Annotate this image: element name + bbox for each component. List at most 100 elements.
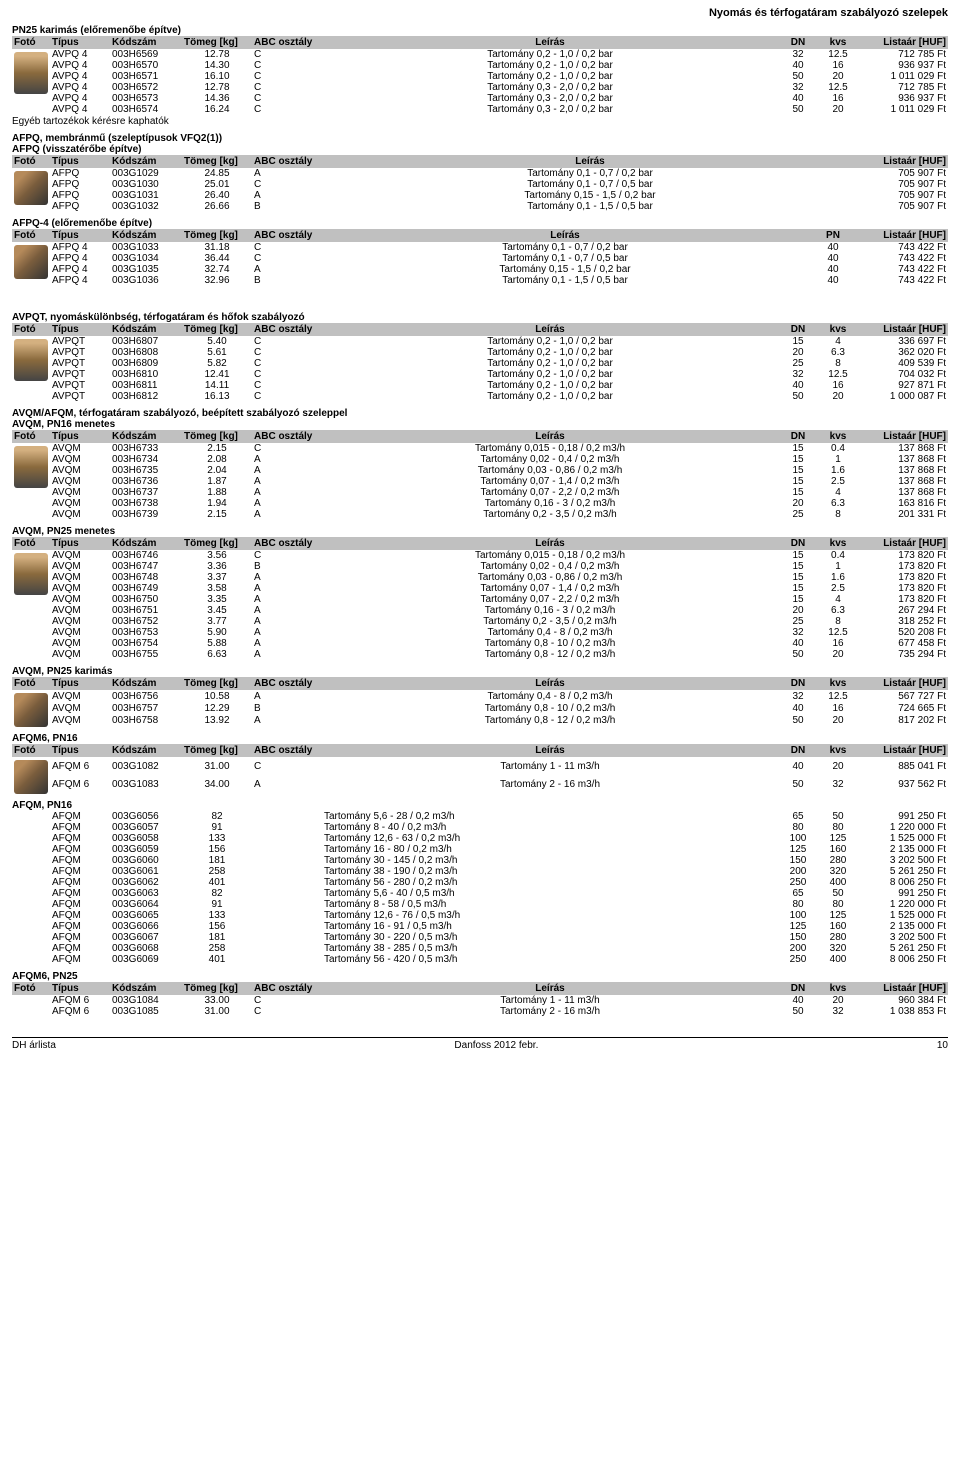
cell-tipus: AVPQ 4: [50, 49, 110, 60]
cell-listaar: 1 011 029 Ft: [858, 71, 948, 82]
footer-right: 10: [937, 1040, 948, 1051]
product-table: FotóTípusKódszámTömeg [kg]ABC osztályLeí…: [12, 744, 948, 794]
cell-abc: A: [252, 649, 322, 660]
cell-abc: A: [252, 168, 322, 179]
footer-center: Danfoss 2012 febr.: [454, 1040, 538, 1051]
cell-kvs: 16: [818, 638, 858, 649]
col-header-foto: Fotó: [12, 229, 50, 242]
col-header-kvs: kvs: [818, 982, 858, 995]
cell-kvs: 20: [818, 715, 858, 727]
table-row: AVQM003H675813.92ATartomány 0,8 - 12 / 0…: [12, 715, 948, 727]
cell-listaar: 8 006 250 Ft: [858, 877, 948, 888]
cell-tipus: AVQM: [50, 715, 110, 727]
col-header-tipus: Típus: [50, 677, 110, 690]
cell-tomeg: 133: [182, 833, 252, 844]
product-icon: [14, 171, 48, 205]
cell-leiras: Tartomány 0,07 - 2,2 / 0,2 m3/h: [322, 594, 778, 605]
cell-abc: C: [252, 369, 322, 380]
cell-kvs: 2.5: [818, 476, 858, 487]
cell-leiras: Tartomány 56 - 280 / 0,2 m3/h: [322, 877, 778, 888]
cell-leiras: Tartomány 2 - 16 m3/h: [322, 1006, 778, 1017]
col-header-kodszam: Kódszám: [110, 537, 182, 550]
cell-leiras: Tartomány 0,3 - 2,0 / 0,2 bar: [322, 82, 778, 93]
cell-kodszam: 003H6738: [110, 498, 182, 509]
table-row: AVQM003H67535.90ATartomány 0,4 - 8 / 0,2…: [12, 627, 948, 638]
cell-tipus: AVPQT: [50, 347, 110, 358]
cell-tomeg: 3.58: [182, 583, 252, 594]
cell-tipus: AFQM: [50, 943, 110, 954]
cell-abc: A: [252, 572, 322, 583]
cell-listaar: 705 907 Ft: [858, 201, 948, 212]
table-row: AVQM003H67513.45ATartomány 0,16 - 3 / 0,…: [12, 605, 948, 616]
cell-abc: [252, 943, 322, 954]
section-title: AFQM6, PN25: [12, 971, 948, 982]
cell-dn: 50: [778, 715, 818, 727]
cell-dn: 50: [778, 71, 818, 82]
cell-listaar: 137 868 Ft: [858, 487, 948, 498]
table-row: AVPQT003H681114.11CTartomány 0,2 - 1,0 /…: [12, 380, 948, 391]
cell-kvs: 12.5: [818, 82, 858, 93]
col-header-listaar: Listaár [HUF]: [858, 677, 948, 690]
cell-listaar: 1 220 000 Ft: [858, 822, 948, 833]
cell-leiras: Tartomány 0,2 - 1,0 / 0,2 bar: [322, 358, 778, 369]
cell-leiras: Tartomány 0,2 - 1,0 / 0,2 bar: [322, 369, 778, 380]
col-header-dn: DN: [778, 537, 818, 550]
cell-kodszam: 003G6059: [110, 844, 182, 855]
col-header-abc: ABC osztály: [252, 744, 322, 757]
table-row: AVQM003H675610.58ATartomány 0,4 - 8 / 0,…: [12, 690, 948, 702]
cell-listaar: 743 422 Ft: [858, 253, 948, 264]
cell-tomeg: 5.82: [182, 358, 252, 369]
col-header-kvs: kvs: [818, 323, 858, 336]
table-row: AFQM003G6066156Tartomány 16 - 91 / 0,5 m…: [12, 921, 948, 932]
cell-dn: 15: [778, 336, 818, 347]
cell-abc: C: [252, 347, 322, 358]
col-header-kodszam: Kódszám: [110, 36, 182, 49]
cell-leiras: Tartomány 0,03 - 0,86 / 0,2 m3/h: [322, 465, 778, 476]
cell-listaar: 5 261 250 Ft: [858, 866, 948, 877]
cell-leiras: Tartomány 0,07 - 1,4 / 0,2 m3/h: [322, 583, 778, 594]
cell-kvs: 32: [818, 1006, 858, 1017]
cell-dn: 20: [778, 498, 818, 509]
col-header-foto: Fotó: [12, 537, 50, 550]
cell-tomeg: 2.04: [182, 465, 252, 476]
cell-tipus: AVPQT: [50, 380, 110, 391]
product-table: FotóTípusKódszámTömeg [kg]ABC osztályLeí…: [12, 229, 948, 286]
cell-listaar: 318 252 Ft: [858, 616, 948, 627]
col-header-foto: Fotó: [12, 744, 50, 757]
table-row: AFQM003G605791Tartomány 8 - 40 / 0,2 m3/…: [12, 822, 948, 833]
cell-leiras: Tartomány 30 - 220 / 0,5 m3/h: [322, 932, 778, 943]
cell-abc: [252, 855, 322, 866]
cell-kvs: 4: [818, 336, 858, 347]
product-photo-cell: [12, 690, 50, 727]
cell-kvs: 320: [818, 866, 858, 877]
cell-leiras: Tartomány 0,2 - 1,0 / 0,2 bar: [322, 71, 778, 82]
cell-abc: B: [252, 201, 322, 212]
cell-listaar: 705 907 Ft: [858, 190, 948, 201]
cell-tipus: AVQM: [50, 572, 110, 583]
cell-kodszam: 003G1036: [110, 275, 182, 286]
cell-tomeg: 3.35: [182, 594, 252, 605]
cell-tomeg: 16.10: [182, 71, 252, 82]
table-row: AVQM003H67493.58ATartomány 0,07 - 1,4 / …: [12, 583, 948, 594]
cell-tomeg: 26.66: [182, 201, 252, 212]
cell-tipus: AVPQT: [50, 369, 110, 380]
cell-kodszam: 003G6066: [110, 921, 182, 932]
col-header-tipus: Típus: [50, 36, 110, 49]
table-row: AVQM003H67371.88ATartomány 0,07 - 2,2 / …: [12, 487, 948, 498]
cell-abc: A: [252, 715, 322, 727]
cell-dn: 50: [778, 776, 818, 795]
cell-kodszam: 003G1032: [110, 201, 182, 212]
cell-abc: C: [252, 1006, 322, 1017]
product-table: FotóTípusKódszámTömeg [kg]ABC osztályLeí…: [12, 982, 948, 1017]
cell-leiras: Tartomány 0,2 - 3,5 / 0,2 m3/h: [322, 509, 778, 520]
cell-abc: [252, 877, 322, 888]
cell-tipus: AVQM: [50, 509, 110, 520]
col-header-dn: DN: [778, 744, 818, 757]
col-header-pn: PN: [808, 229, 858, 242]
cell-kvs: 1: [818, 454, 858, 465]
cell-kodszam: 003G1030: [110, 179, 182, 190]
cell-leiras: Tartomány 0,07 - 1,4 / 0,2 m3/h: [322, 476, 778, 487]
cell-listaar: 743 422 Ft: [858, 264, 948, 275]
cell-listaar: 724 665 Ft: [858, 702, 948, 714]
product-icon: [14, 760, 48, 794]
